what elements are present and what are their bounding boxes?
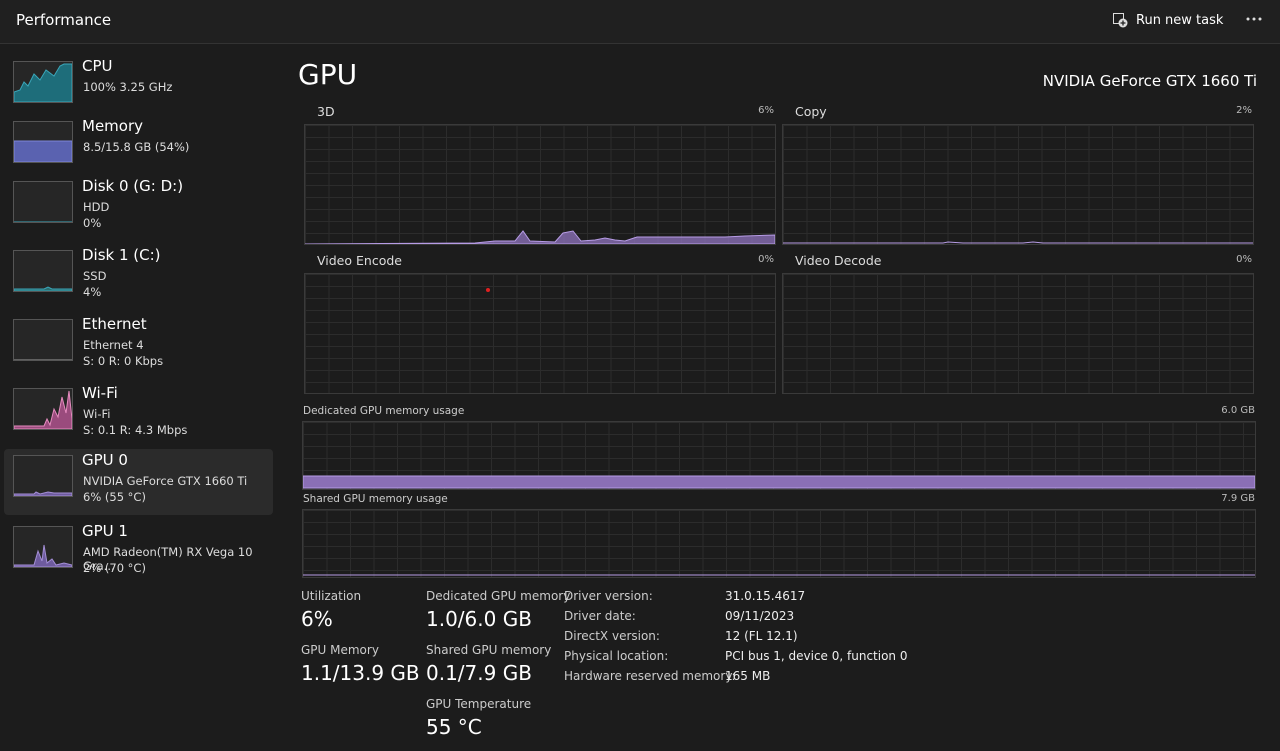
graph-line: [304, 230, 776, 245]
detail-value: 09/11/2023: [725, 609, 795, 623]
item-detail: S: 0.1 R: 4.3 Mbps: [83, 423, 188, 437]
run-new-task-button[interactable]: Run new task: [1110, 8, 1224, 34]
device-name: NVIDIA GeForce GTX 1660 Ti: [1042, 72, 1257, 90]
thumbnail-graph: [14, 221, 72, 223]
graph-label: Video Encode: [317, 253, 402, 268]
item-name: Disk 1 (C:): [82, 246, 161, 264]
graph-label: 3D: [317, 104, 335, 119]
item-name: CPU: [82, 57, 113, 75]
detail-label: Hardware reserved memory:: [564, 669, 736, 683]
thumbnail: [13, 526, 73, 568]
section-title: GPU: [298, 58, 358, 91]
thumbnail-graph: [13, 544, 73, 568]
item-name: Ethernet: [82, 315, 147, 333]
thumbnail-graph: [13, 140, 73, 163]
stat-label: Shared GPU memory: [426, 643, 552, 657]
thumbnail: [13, 61, 73, 103]
thumbnail: [13, 319, 73, 361]
memory-graph-max: 7.9 GB: [1221, 493, 1255, 504]
graph-label: Copy: [795, 104, 827, 119]
sidebar-item[interactable]: CPU 100% 3.25 GHz: [4, 55, 273, 121]
thumbnail-graph: [14, 359, 72, 361]
sidebar-item[interactable]: GPU 0 NVIDIA GeForce GTX 1660 Ti 6% (55 °C…: [4, 449, 273, 515]
thumbnail-graph: [13, 63, 73, 103]
thumbnail-graph: [13, 390, 73, 430]
detail-label: DirectX version:: [564, 629, 660, 643]
stat-value: 1.1/13.9 GB: [301, 661, 420, 685]
item-detail: 100% 3.25 GHz: [83, 80, 173, 94]
thumbnail: [13, 250, 73, 292]
detail-value: PCI bus 1, device 0, function 0: [725, 649, 908, 663]
item-detail: AMD Radeon(TM) RX Vega 10 Gra...: [83, 545, 253, 573]
page-title: Performance: [16, 11, 112, 29]
graph-max: 0%: [1236, 254, 1252, 265]
memory-graph: [302, 509, 1256, 578]
graph: [304, 273, 776, 394]
item-detail: NVIDIA GeForce GTX 1660 Ti: [83, 474, 248, 488]
sidebar-item[interactable]: Wi-Fi Wi-Fi S: 0.1 R: 4.3 Mbps: [4, 382, 273, 448]
sidebar-item[interactable]: Disk 0 (G: D:) HDD 0%: [4, 175, 273, 241]
memory-fill: [303, 574, 1255, 576]
item-detail: 6% (55 °C): [83, 490, 146, 504]
item-detail: 0%: [83, 216, 102, 230]
run-new-task-label: Run new task: [1136, 13, 1224, 28]
graph-max: 0%: [758, 254, 774, 265]
sidebar-item[interactable]: GPU 1 AMD Radeon(TM) RX Vega 10 Gra... 2% …: [4, 520, 273, 586]
thumbnail: [13, 388, 73, 430]
item-detail: 8.5/15.8 GB (54%): [83, 140, 190, 154]
memory-graph-label: Dedicated GPU memory usage: [303, 405, 465, 417]
thumbnail: [13, 121, 73, 163]
thumbnail: [13, 181, 73, 223]
stat-value: 6%: [301, 607, 333, 631]
detail-value: 165 MB: [725, 669, 771, 683]
thumbnail: [13, 455, 73, 497]
item-detail: 4%: [83, 285, 102, 299]
graph: [304, 124, 776, 245]
stat-label: GPU Temperature: [426, 697, 532, 711]
thumbnail-graph: [13, 286, 73, 292]
detail-label: Driver version:: [564, 589, 653, 603]
stat-value: 55 °C: [426, 715, 482, 739]
memory-graph-label: Shared GPU memory usage: [303, 493, 448, 505]
item-detail: S: 0 R: 0 Kbps: [83, 354, 164, 368]
sidebar-item[interactable]: Ethernet Ethernet 4 S: 0 R: 0 Kbps: [4, 313, 273, 379]
more-button[interactable]: [1240, 10, 1268, 30]
detail-value: 31.0.15.4617: [725, 589, 806, 603]
item-detail: HDD: [83, 200, 110, 214]
item-detail: SSD: [83, 269, 107, 283]
thumbnail-graph: [13, 491, 73, 497]
memory-graph: [302, 421, 1256, 490]
item-detail: Ethernet 4: [83, 338, 144, 352]
stat-value: 1.0/6.0 GB: [426, 607, 532, 631]
sidebar-item[interactable]: Disk 1 (C:) SSD 4%: [4, 244, 273, 310]
stat-label: GPU Memory: [301, 643, 379, 657]
graph-label: Video Decode: [795, 253, 882, 268]
graph-max: 6%: [758, 105, 774, 116]
stat-label: Utilization: [301, 589, 362, 603]
graph-max: 2%: [1236, 105, 1252, 116]
item-name: GPU 0: [82, 451, 128, 469]
graph: [782, 273, 1254, 394]
detail-label: Driver date:: [564, 609, 636, 623]
item-detail: Wi-Fi: [83, 407, 111, 421]
detail-value: 12 (FL 12.1): [725, 629, 798, 643]
graph: [782, 124, 1254, 245]
graph-line: [783, 241, 1253, 244]
memory-graph-max: 6.0 GB: [1221, 405, 1255, 416]
item-name: Disk 0 (G: D:): [82, 177, 184, 195]
graph-marker: [486, 288, 490, 292]
sidebar-item[interactable]: Memory 8.5/15.8 GB (54%): [4, 115, 273, 181]
item-name: Memory: [82, 117, 144, 135]
item-name: Wi-Fi: [82, 384, 118, 402]
stat-value: 0.1/7.9 GB: [426, 661, 532, 685]
item-detail: 2% (70 °C): [83, 561, 146, 575]
item-name: GPU 1: [82, 522, 128, 540]
stat-label: Dedicated GPU memory: [426, 589, 571, 603]
detail-label: Physical location:: [564, 649, 669, 663]
header: Performance Run new task: [0, 0, 1280, 44]
run-icon: [1113, 13, 1128, 28]
memory-fill: [302, 475, 1256, 489]
